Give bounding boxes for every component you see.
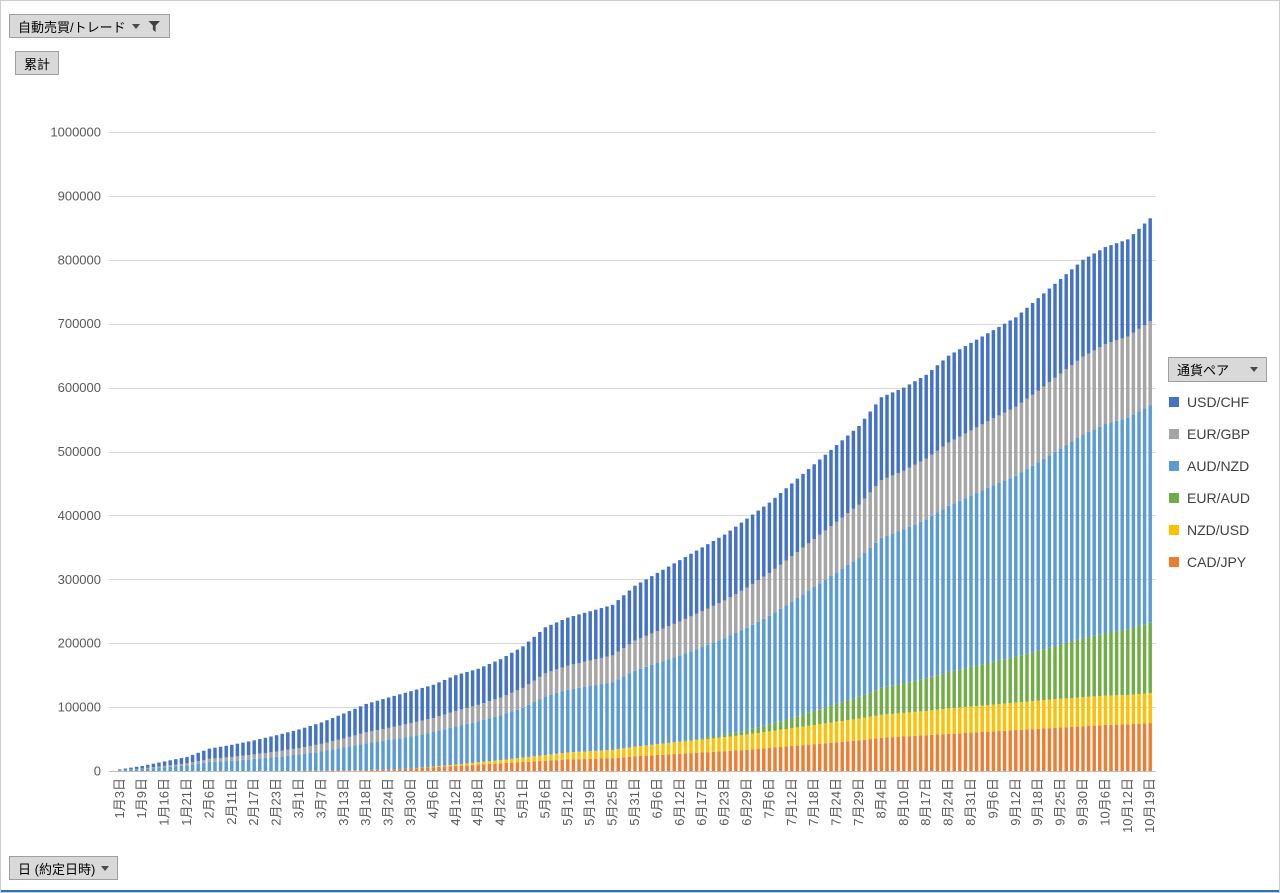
svg-text:600000: 600000 <box>58 380 101 395</box>
x-axis-labels: 1月3日 1月9日 1月16日 1月21日 2月6日 2月11日 2月17日 2月23日 3月1… <box>112 778 1157 833</box>
svg-text:1月9日: 1月9日 <box>134 778 149 818</box>
svg-text:6月29日: 6月29日 <box>739 778 754 826</box>
svg-text:8月24日: 8月24日 <box>941 778 956 826</box>
svg-text:10月19日: 10月19日 <box>1142 778 1157 833</box>
svg-text:4月12日: 4月12日 <box>448 778 463 826</box>
svg-text:9月18日: 9月18日 <box>1030 778 1045 826</box>
svg-text:2月11日: 2月11日 <box>224 778 239 825</box>
svg-text:5月12日: 5月12日 <box>560 778 575 826</box>
svg-text:800000: 800000 <box>58 252 101 267</box>
svg-text:0: 0 <box>94 764 101 779</box>
svg-text:300000: 300000 <box>58 572 101 587</box>
axis-field-label: 日 (約定日時) <box>18 861 96 877</box>
svg-text:5月19日: 5月19日 <box>582 778 597 826</box>
legend-label: CAD/JPY <box>1187 554 1247 570</box>
svg-text:700000: 700000 <box>58 316 101 331</box>
svg-text:1000000: 1000000 <box>50 125 101 140</box>
svg-text:5月25日: 5月25日 <box>605 778 620 826</box>
svg-text:7月29日: 7月29日 <box>851 778 866 826</box>
legend-swatch <box>1169 557 1179 567</box>
legend-item-eurgbp: EUR/GBP <box>1169 418 1250 450</box>
svg-text:10月12日: 10月12日 <box>1120 778 1135 833</box>
stacked-bars[interactable] <box>118 218 1152 772</box>
chevron-down-icon <box>1250 367 1258 372</box>
legend-swatch <box>1169 461 1179 471</box>
svg-text:2月17日: 2月17日 <box>246 778 261 826</box>
svg-text:9月25日: 9月25日 <box>1053 778 1068 826</box>
report-filter-label: 自動売買/トレード <box>18 19 126 35</box>
svg-text:6月17日: 6月17日 <box>694 778 709 826</box>
svg-text:900000: 900000 <box>58 188 101 203</box>
svg-text:2月6日: 2月6日 <box>201 778 216 818</box>
svg-text:7月18日: 7月18日 <box>806 778 821 826</box>
gridlines <box>109 132 1156 772</box>
svg-text:3月7日: 3月7日 <box>313 778 328 818</box>
svg-text:5月6日: 5月6日 <box>537 778 552 818</box>
svg-text:3月1日: 3月1日 <box>291 778 306 818</box>
filter-funnel-icon <box>148 20 161 33</box>
svg-text:3月30日: 3月30日 <box>403 778 418 826</box>
svg-text:6月6日: 6月6日 <box>649 778 664 818</box>
legend-label: EUR/AUD <box>1187 490 1251 506</box>
legend-swatch <box>1169 493 1179 503</box>
svg-text:8月4日: 8月4日 <box>873 778 888 818</box>
svg-text:2月23日: 2月23日 <box>269 778 284 826</box>
svg-text:5月1日: 5月1日 <box>515 778 530 818</box>
svg-text:9月6日: 9月6日 <box>985 778 1000 818</box>
svg-text:500000: 500000 <box>58 444 101 459</box>
svg-text:3月24日: 3月24日 <box>381 778 396 826</box>
svg-text:7月24日: 7月24日 <box>829 778 844 826</box>
value-field-label: 累計 <box>24 56 51 72</box>
window-bottom-edge <box>1 890 1279 892</box>
chevron-down-icon <box>101 865 110 871</box>
legend-label: AUD/NZD <box>1187 458 1250 474</box>
legend-field-button[interactable]: 通貨ペア <box>1168 357 1267 382</box>
svg-text:8月10日: 8月10日 <box>896 778 911 826</box>
svg-text:9月30日: 9月30日 <box>1075 778 1090 826</box>
legend-label: USD/CHF <box>1187 394 1250 410</box>
legend-item-usdchf: USD/CHF <box>1169 386 1250 418</box>
svg-text:6月12日: 6月12日 <box>672 778 687 826</box>
legend: USD/CHF EUR/GBP AUD/NZD EUR/AUD NZD/USD CAD/J… <box>1169 386 1250 578</box>
svg-text:3月13日: 3月13日 <box>336 778 351 826</box>
report-filter-button[interactable]: 自動売買/トレード <box>9 14 170 38</box>
legend-item-euraud: EUR/AUD <box>1169 482 1250 514</box>
svg-text:4月18日: 4月18日 <box>470 778 485 826</box>
svg-text:1月3日: 1月3日 <box>112 778 127 818</box>
svg-text:10月6日: 10月6日 <box>1097 778 1112 826</box>
chevron-down-icon <box>131 23 140 29</box>
svg-text:200000: 200000 <box>58 636 101 651</box>
svg-text:4月25日: 4月25日 <box>493 778 508 826</box>
svg-text:9月12日: 9月12日 <box>1008 778 1023 826</box>
legend-field-label: 通貨ペア <box>1177 363 1230 378</box>
legend-swatch <box>1169 397 1179 407</box>
svg-text:8月31日: 8月31日 <box>963 778 978 826</box>
svg-text:5月31日: 5月31日 <box>627 778 642 826</box>
svg-text:8月17日: 8月17日 <box>918 778 933 826</box>
axis-field-button[interactable]: 日 (約定日時) <box>9 856 119 880</box>
svg-text:1月21日: 1月21日 <box>179 778 194 826</box>
legend-swatch <box>1169 525 1179 535</box>
legend-label: NZD/USD <box>1187 522 1250 538</box>
legend-item-cadjpy: CAD/JPY <box>1169 546 1250 578</box>
svg-text:100000: 100000 <box>58 700 101 715</box>
legend-item-audnzd: AUD/NZD <box>1169 450 1250 482</box>
legend-label: EUR/GBP <box>1187 426 1251 442</box>
svg-text:6月23日: 6月23日 <box>717 778 732 826</box>
svg-text:1月16日: 1月16日 <box>157 778 172 826</box>
svg-text:400000: 400000 <box>58 508 101 523</box>
legend-swatch <box>1169 429 1179 439</box>
svg-text:4月6日: 4月6日 <box>425 778 440 818</box>
svg-text:3月18日: 3月18日 <box>358 778 373 826</box>
y-axis-labels: 0 100000 200000 300000 400000 500000 600000 700… <box>50 125 101 779</box>
legend-item-nzdusd: NZD/USD <box>1169 514 1250 546</box>
value-field-button[interactable]: 累計 <box>15 51 60 75</box>
svg-text:7月12日: 7月12日 <box>784 778 799 826</box>
svg-text:7月6日: 7月6日 <box>761 778 776 818</box>
